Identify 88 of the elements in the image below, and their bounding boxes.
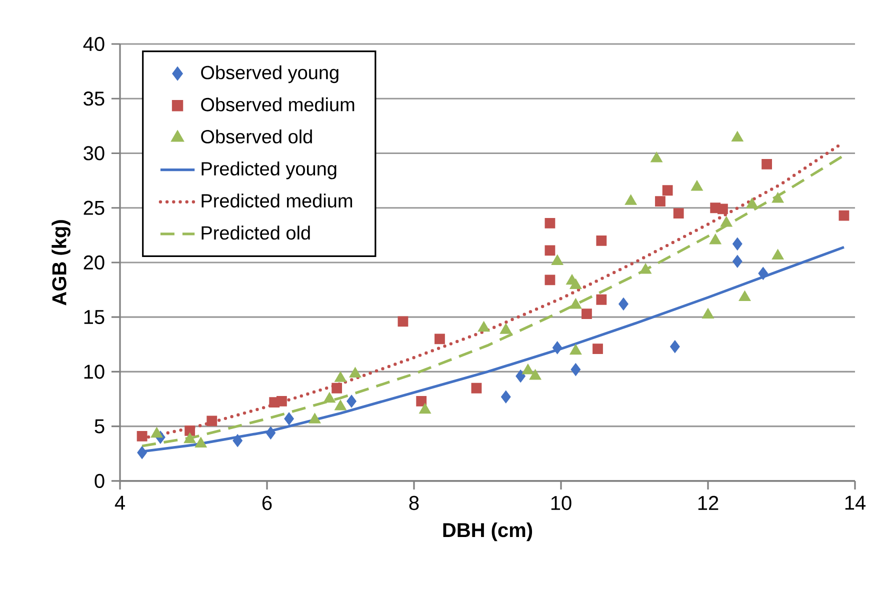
point — [416, 396, 427, 406]
point — [334, 371, 346, 382]
point — [570, 298, 582, 309]
y-tick-label: 25 — [84, 200, 104, 215]
y-tick-label: 35 — [84, 92, 104, 106]
point — [838, 210, 850, 221]
point — [570, 344, 582, 355]
point — [732, 254, 742, 268]
point — [522, 364, 534, 374]
point — [772, 192, 784, 203]
legend-label: Predicted old — [202, 226, 310, 240]
point — [206, 416, 218, 426]
y-tick-label: 10 — [84, 364, 104, 379]
point — [500, 390, 511, 404]
point — [334, 400, 346, 410]
point — [670, 340, 680, 354]
point — [184, 426, 196, 436]
y-tick-label: 30 — [84, 146, 104, 160]
point — [673, 208, 684, 219]
point — [398, 316, 408, 327]
point — [284, 412, 294, 426]
x-axis-title: DBH (cm) — [443, 522, 532, 542]
point — [500, 323, 512, 334]
point — [346, 394, 356, 408]
point — [650, 152, 662, 162]
point — [709, 234, 722, 244]
point — [582, 308, 592, 320]
point — [758, 267, 768, 280]
y-tick-label: 15 — [84, 310, 104, 324]
point — [732, 238, 742, 250]
point — [308, 413, 321, 424]
x-tick-label: 4 — [114, 496, 125, 510]
point — [624, 194, 637, 205]
legend-label: Predicted medium — [202, 194, 352, 208]
y-tick-label: 0 — [94, 474, 104, 488]
legend-label: Observed medium — [201, 97, 354, 112]
point — [596, 294, 607, 305]
point — [570, 278, 582, 290]
point — [691, 180, 703, 191]
point — [640, 263, 652, 274]
point — [655, 196, 666, 207]
point — [529, 369, 542, 380]
x-tick-label: 8 — [409, 496, 419, 510]
point — [570, 363, 581, 376]
point — [592, 344, 603, 354]
x-tick-label: 10 — [551, 496, 572, 510]
legend-label: Predicted young — [202, 162, 336, 180]
point — [266, 426, 276, 440]
y-axis-title: AGB (kg) — [52, 220, 70, 306]
point — [136, 430, 148, 442]
point — [150, 427, 163, 438]
point — [731, 131, 744, 142]
point — [324, 392, 336, 403]
x-tick-label: 12 — [698, 496, 718, 510]
point — [478, 321, 490, 332]
point — [471, 382, 482, 394]
point — [746, 198, 758, 208]
x-tick-label: 6 — [262, 496, 272, 510]
point — [232, 434, 242, 447]
point — [434, 334, 445, 344]
point — [596, 235, 607, 246]
point — [137, 446, 147, 459]
x-tick-label: 14 — [845, 496, 866, 510]
point — [516, 370, 526, 383]
point — [194, 437, 207, 448]
point — [618, 298, 628, 310]
point — [332, 382, 342, 394]
point — [718, 204, 728, 214]
point — [662, 185, 673, 196]
y-tick-label: 20 — [84, 255, 104, 270]
point — [738, 290, 751, 302]
y-tick-label: 5 — [94, 419, 104, 434]
point — [551, 254, 564, 265]
legend-label: Observed young — [201, 65, 338, 84]
point — [552, 341, 562, 354]
point — [544, 274, 556, 286]
point — [772, 249, 784, 260]
point — [544, 218, 556, 228]
point — [184, 432, 196, 444]
point — [544, 245, 556, 256]
point — [702, 308, 714, 319]
point — [720, 216, 732, 227]
point — [276, 396, 287, 406]
y-tick-label: 40 — [83, 36, 104, 52]
point — [762, 158, 772, 170]
legend-label: Observed old — [201, 129, 312, 144]
point — [419, 403, 431, 414]
point — [349, 367, 362, 378]
